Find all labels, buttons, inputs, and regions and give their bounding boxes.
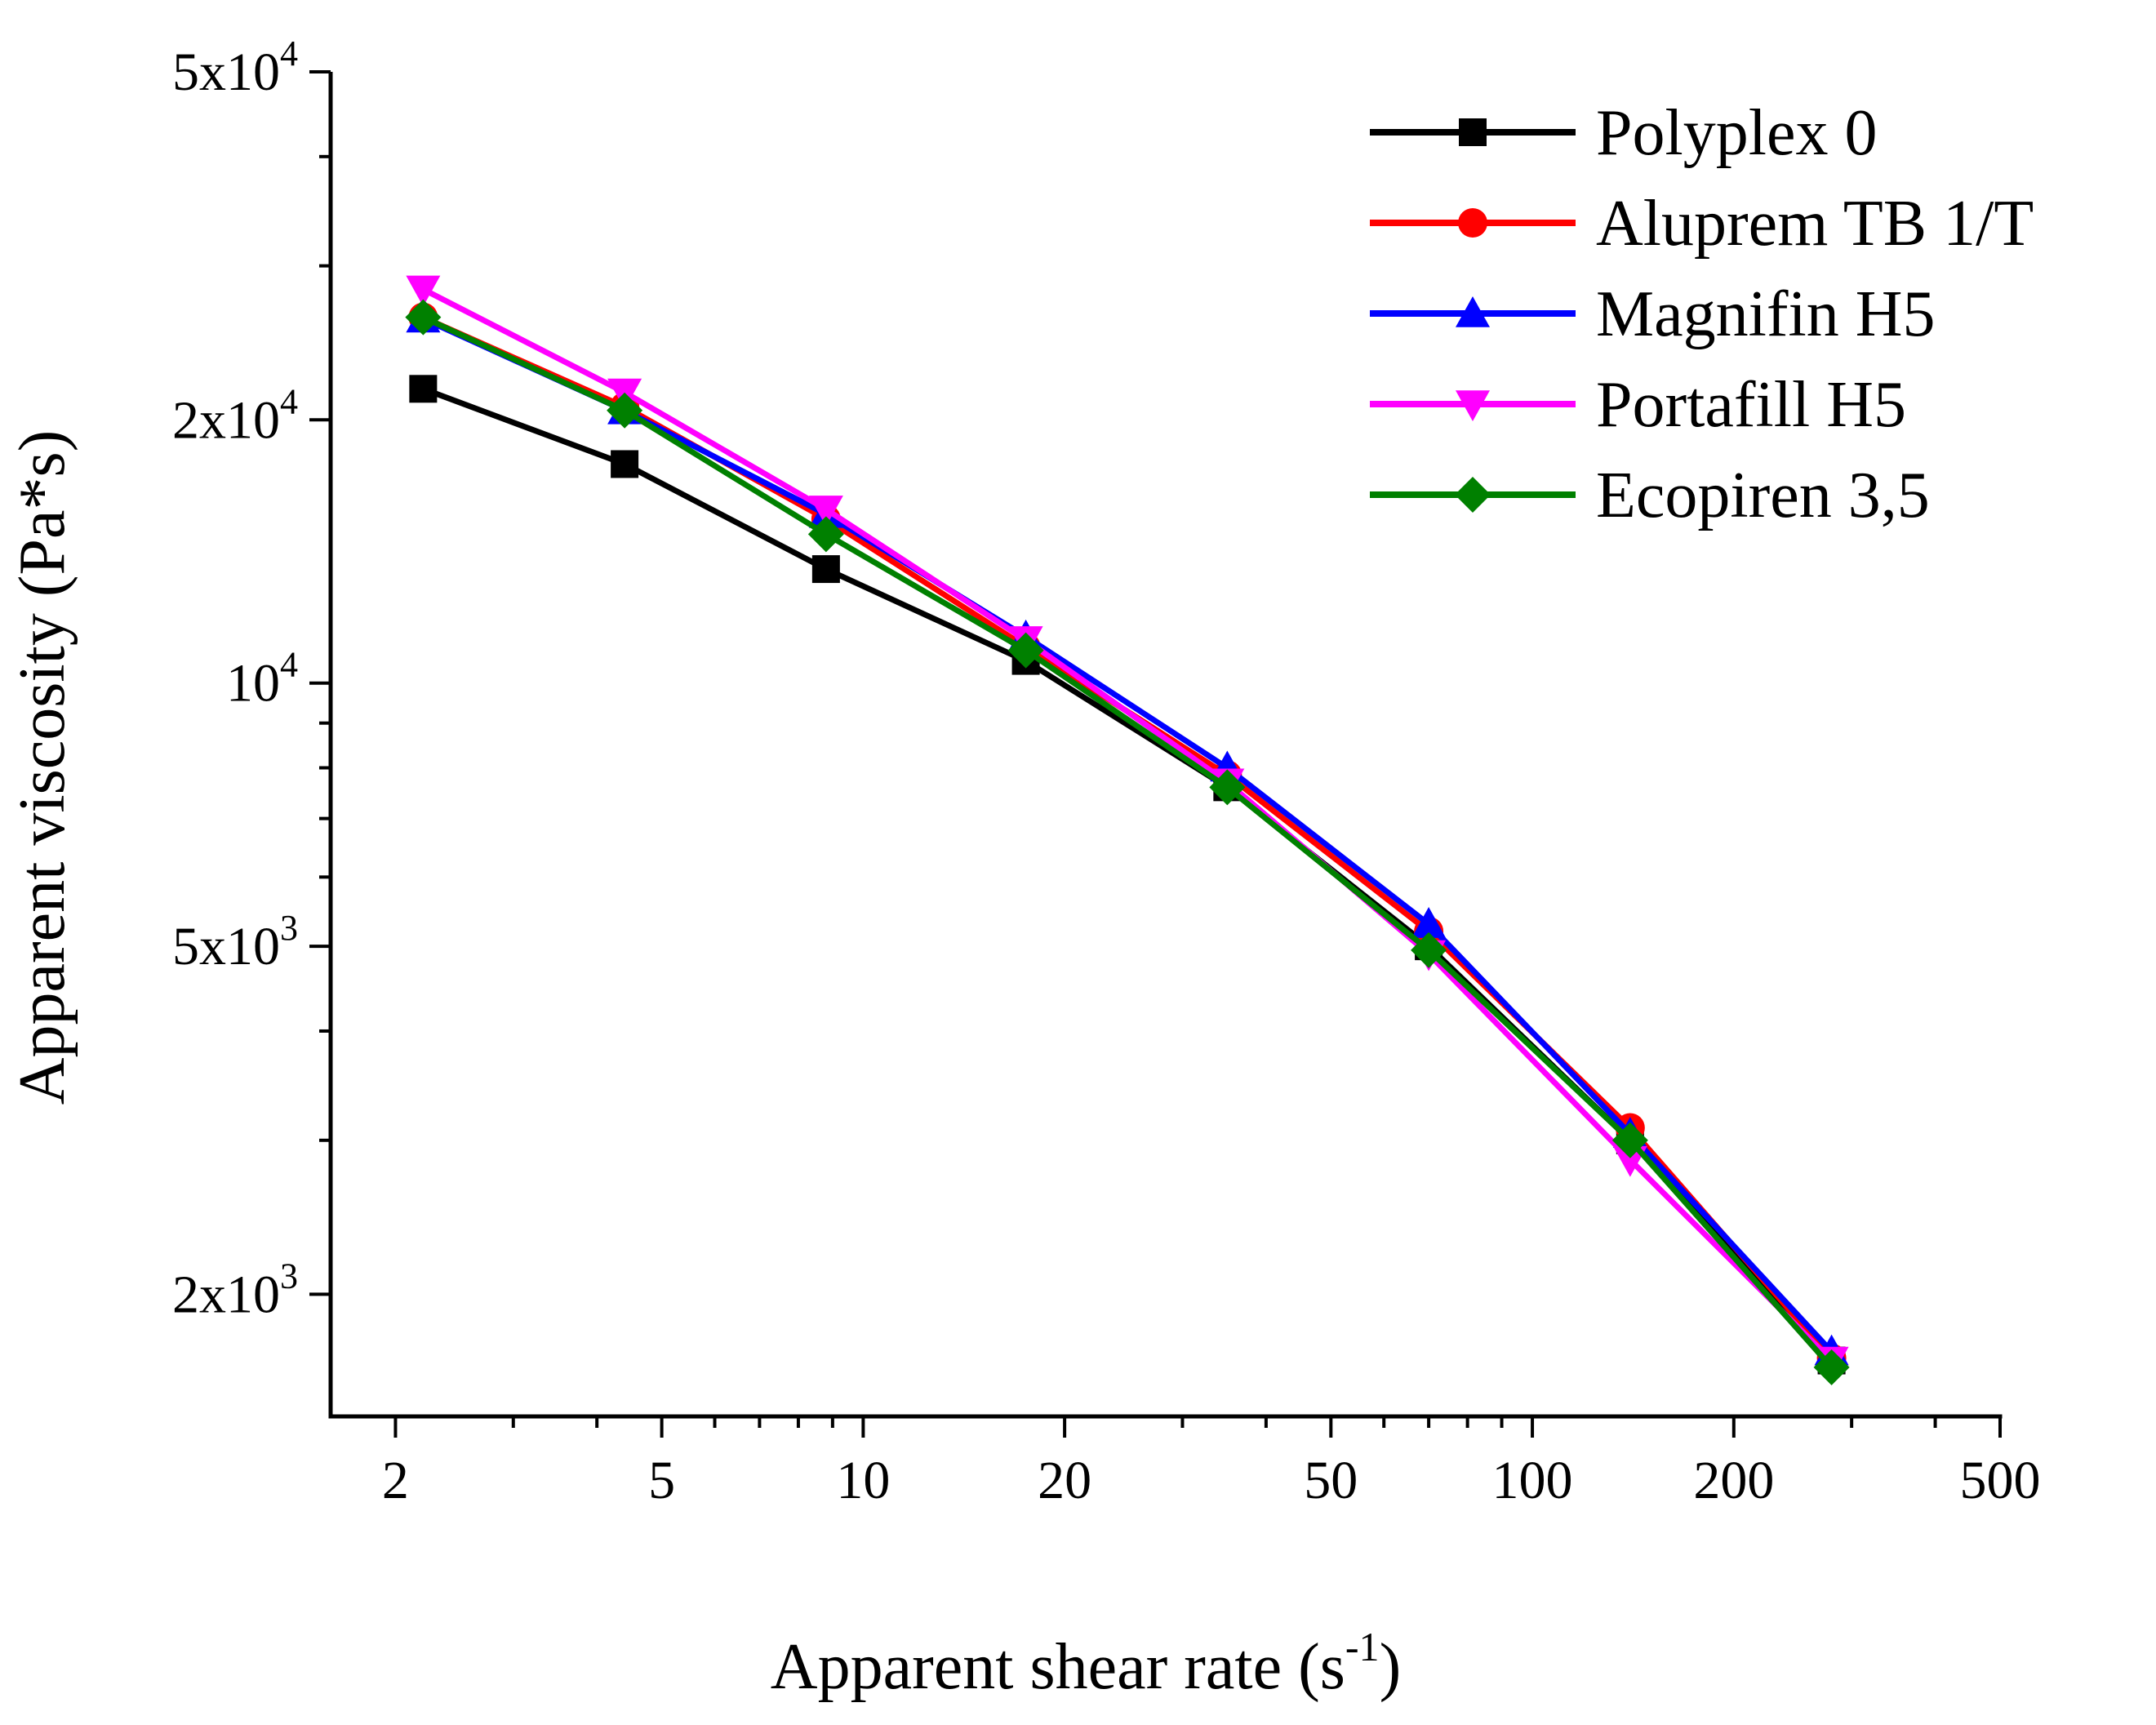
y-tick-labels: 5x104 2x104 104 5x103 2x103 [172,33,298,1324]
data-point [405,299,442,336]
legend-item: Aluprem TB 1/T [1370,188,2034,260]
x-tick-labels: 2 5 10 20 50 100 200 500 [382,1451,2041,1510]
data-point [1611,1122,1648,1158]
y-tick-label: 2x103 [172,1256,298,1324]
data-point [1411,907,1447,938]
legend-marker [1459,118,1487,146]
data-point [1007,632,1044,669]
x-axis-title: Apparent shear rate (s-1) [771,1624,1401,1703]
legend-item: Polyplex 0 [1370,97,1877,169]
legend-label: Portafill H5 [1596,369,1906,441]
data-point [808,496,843,527]
legend-label: Polyplex 0 [1596,97,1877,169]
y-tick-label: 5x104 [172,33,298,102]
data-point [611,450,639,478]
x-tick-label: 500 [1960,1451,2041,1510]
data-point [607,392,643,429]
legend-item: Magnifin H5 [1370,278,1936,350]
tick-layer [309,70,2002,1438]
series-line [421,287,1834,1363]
legend-item: Portafill H5 [1370,369,1906,441]
data-point [406,275,441,307]
y-tick-label: 2x104 [172,381,298,450]
legend-label: Aluprem TB 1/T [1596,188,2034,260]
legend-label: Magnifin H5 [1596,278,1936,350]
x-tick-label: 5 [648,1451,675,1510]
series-line [421,314,1834,1370]
x-tick-label: 200 [1693,1451,1774,1510]
series-layer [405,275,1850,1385]
legend: Polyplex 0 Aluprem TB 1/T Magnifin H5 Porta… [1370,97,2034,531]
y-tick-label: 5x103 [172,908,298,976]
series-ecopiren-3-5 [405,299,1850,1385]
y-axis-title: Apparent viscosity (Pa*s) [7,430,78,1105]
legend-marker [1456,296,1490,327]
x-tick-label: 2 [382,1451,409,1510]
legend-marker [1456,390,1490,421]
x-tick-label: 50 [1304,1451,1358,1510]
legend-label: Ecopiren 3,5 [1596,460,1930,531]
y-tick-label: 104 [226,645,298,714]
data-point [409,375,438,403]
x-tick-label: 10 [836,1451,890,1510]
series-portafill-h5 [406,275,1849,1378]
data-point [807,516,844,553]
legend-marker [1458,208,1487,238]
x-tick-label: 20 [1038,1451,1091,1510]
x-tick-label: 100 [1492,1451,1573,1510]
data-point [811,555,840,584]
data-point [1411,931,1447,968]
data-point [1209,769,1246,806]
legend-item: Ecopiren 3,5 [1370,460,1930,531]
data-point [1813,1349,1850,1385]
legend-marker [1455,477,1491,513]
series-line [422,386,1834,1363]
